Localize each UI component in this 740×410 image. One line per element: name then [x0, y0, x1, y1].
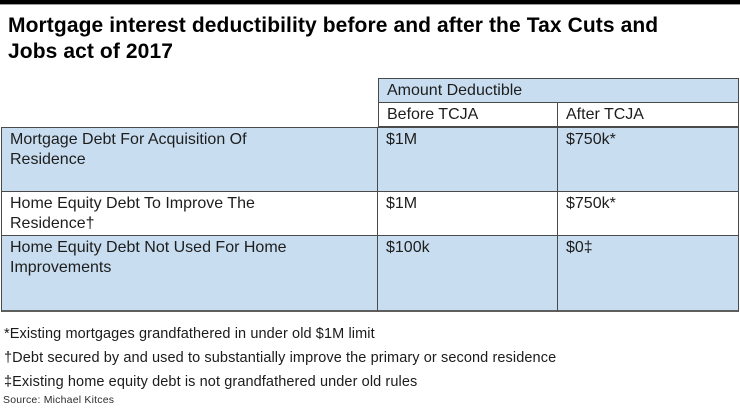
deductibility-table: Amount Deductible Before TCJA After TCJA…: [1, 78, 739, 312]
footnote-grandfathered: *Existing mortgages grandfathered in und…: [4, 326, 375, 342]
page-title-line2: Jobs act of 2017: [8, 40, 174, 63]
table-row-label-non-improvement-debt: Home Equity Debt Not Used For Home Impro…: [1, 236, 378, 312]
page-title-line1: Mortgage interest deductibility before a…: [8, 14, 659, 37]
source-credit: Source: Michael Kitces: [3, 394, 115, 406]
cell-non-improvement-before: $100k: [378, 236, 558, 312]
cell-acquisition-before: $1M: [378, 127, 558, 192]
page-title: Mortgage interest deductibility before a…: [8, 13, 732, 65]
table-header-spacer: [1, 78, 378, 103]
footnote-home-equity: ‡Existing home equity debt is not grandf…: [4, 374, 418, 390]
cell-acquisition-after: $750k*: [558, 127, 739, 192]
footnote-secured-debt: †Debt secured by and used to substantial…: [4, 350, 557, 366]
table-row-label-acquisition-debt: Mortgage Debt For Acquisition Of Residen…: [1, 127, 378, 192]
column-group-header: Amount Deductible: [378, 78, 739, 103]
column-header-after-tcja: After TCJA: [558, 103, 739, 127]
table-subheader-spacer: [1, 103, 378, 127]
cell-improvement-before: $1M: [378, 192, 558, 236]
cell-improvement-after: $750k*: [558, 192, 739, 236]
column-header-before-tcja: Before TCJA: [378, 103, 558, 127]
footnotes: *Existing mortgages grandfathered in und…: [4, 322, 556, 394]
top-accent-bar: [0, 0, 740, 5]
table-row-label-improvement-debt: Home Equity Debt To Improve The Residenc…: [1, 192, 378, 236]
cell-non-improvement-after: $0‡: [558, 236, 739, 312]
